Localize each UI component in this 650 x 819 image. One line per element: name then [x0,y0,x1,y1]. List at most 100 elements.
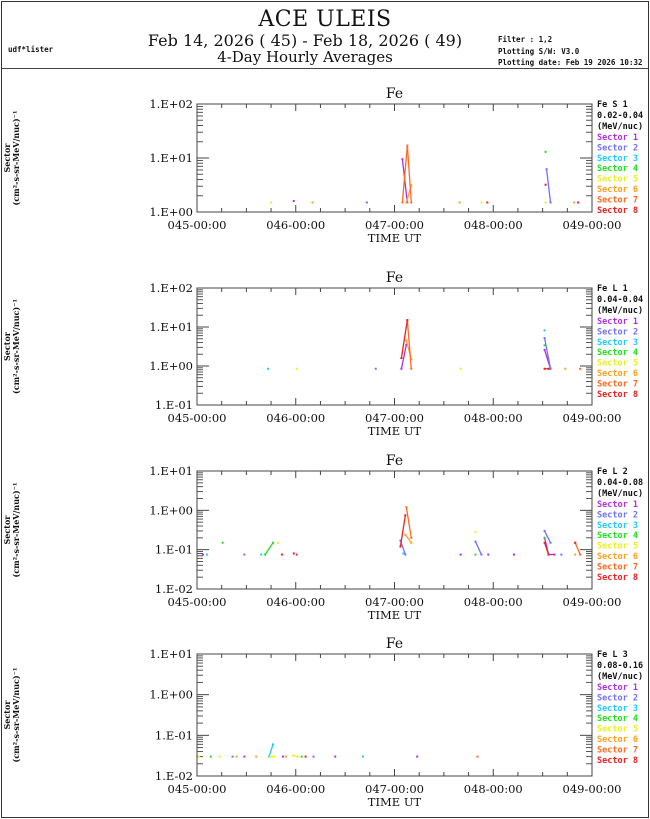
legend-entry: Sector 1 [597,133,638,143]
data-point-sector-5 [474,531,477,534]
x-tick-label: 045-00:00 [168,218,227,232]
y-tick-label: 1.E+02 [149,281,193,295]
x-tick-label: 048-00:00 [464,218,523,232]
y-tick-label: 1.E+01 [149,320,193,334]
legend-entry: Sector 6 [597,185,638,195]
data-point-sector-5 [270,201,273,204]
y-axis-unit: (cm²-s-sr-MeV/nuc)⁻¹ [11,668,21,763]
series-line-sector-7 [401,145,408,203]
data-point-sector-3 [267,367,270,370]
series-line-sector-4 [264,542,274,555]
data-point-sector-3 [402,552,405,555]
data-point-sector-2 [312,755,315,758]
x-tick-label: 049-00:00 [563,595,622,609]
data-point-sector-4 [474,553,477,556]
plot-area [196,103,593,213]
data-point-sector-8 [577,201,580,204]
data-point-sector-8 [574,541,577,544]
data-point-sector-6 [573,201,576,204]
series-line-sector-6 [404,534,412,544]
x-tick-label: 048-00:00 [464,782,523,796]
data-point-sector-1 [292,199,295,202]
series-line-sector-7 [406,145,412,203]
x-tick-label: 046-00:00 [266,411,325,425]
data-point-sector-4 [543,536,546,539]
data-point-sector-1 [243,755,246,758]
data-point-sector-6 [255,755,258,758]
x-tick-label: 049-00:00 [563,218,622,232]
y-axis-unit: (cm²-s-sr-MeV/nuc)⁻¹ [11,483,21,578]
legend-entry: Sector 1 [597,317,638,327]
y-tick-label: 1.E-02 [155,769,193,783]
date-range: Feb 14, 2026 ( 45) - Feb 18, 2026 ( 49) [147,31,463,50]
x-axis-label: TIME UT [368,795,422,809]
legend-entry: Sector 4 [597,714,638,724]
legend-range: 0.02-0.04 [597,111,643,121]
data-point-sector-3 [205,553,208,556]
data-point-sector-4 [544,150,547,153]
data-point-sector-4 [209,755,212,758]
data-point-sector-8 [544,183,547,186]
legend-entry: Sector 7 [597,195,638,205]
legend-entry: Sector 2 [597,327,638,337]
x-tick-label: 047-00:00 [365,595,424,609]
data-point-sector-3 [361,755,364,758]
legend-entry: Sector 3 [597,154,638,164]
x-tick-label: 048-00:00 [464,595,523,609]
user-label: udf*lister [8,45,54,54]
data-point-sector-1 [512,553,515,556]
data-point-sector-6 [564,367,567,370]
data-point-sector-1 [295,553,298,556]
series-line-sector-7 [405,507,412,538]
y-axis-label: Sector [2,700,12,730]
data-point-sector-4 [221,541,224,544]
legend-entry: Sector 6 [597,735,638,745]
y-tick-label: 1.E-01 [155,543,193,557]
data-point-sector-1 [487,553,490,556]
legend-entry: Sector 7 [597,745,638,755]
data-point-sector-5 [459,367,462,370]
y-axis-label: Sector [2,515,12,545]
panel-title: Fe [386,453,403,469]
y-axis-unit: (cm²-s-sr-MeV/nuc)⁻¹ [11,299,21,394]
legend-entry: Sector 7 [597,562,638,572]
data-point-sector-6 [311,201,314,204]
data-point-sector-1 [459,553,462,556]
legend-entry: Sector 1 [597,500,638,510]
data-point-sector-6 [235,755,238,758]
y-axis-label: Sector [2,331,12,361]
legend-title: Fe L 3 [597,650,628,660]
y-axis-label: Sector [2,143,12,173]
data-point-sector-2 [374,367,377,370]
legend-entry: Sector 4 [597,164,638,174]
legend-unit: (MeV/nuc) [597,489,643,499]
x-axis-label: TIME UT [368,231,422,245]
legend-title: Fe S 1 [597,100,628,110]
data-point-sector-2 [560,553,563,556]
x-tick-label: 046-00:00 [266,782,325,796]
y-tick-label: 1.E+00 [149,205,193,219]
y-axis-unit: (cm²-s-sr-MeV/nuc)⁻¹ [11,111,21,206]
data-point-sector-6 [574,553,577,556]
data-point-sector-3 [260,553,263,556]
y-tick-label: 1.E+00 [149,688,193,702]
x-axis-label: TIME UT [368,608,422,622]
data-point-sector-7 [579,367,582,370]
data-point-sector-6 [458,201,461,204]
legend-entry: Sector 8 [597,206,638,216]
panel-title: Fe [386,270,403,286]
x-tick-label: 045-00:00 [168,411,227,425]
legend-entry: Sector 6 [597,369,638,379]
y-tick-label: 1.E+02 [149,97,193,111]
data-point-sector-8 [292,552,295,555]
data-point-sector-1 [281,755,284,758]
series-line-sector-7 [406,320,412,369]
series-line-sector-2 [543,337,552,369]
legend-entry: Sector 5 [597,359,638,369]
data-point-sector-5 [544,201,547,204]
y-tick-label: 1.E-01 [155,398,193,412]
panel-title: Fe [386,636,403,652]
plot-area [196,653,593,777]
